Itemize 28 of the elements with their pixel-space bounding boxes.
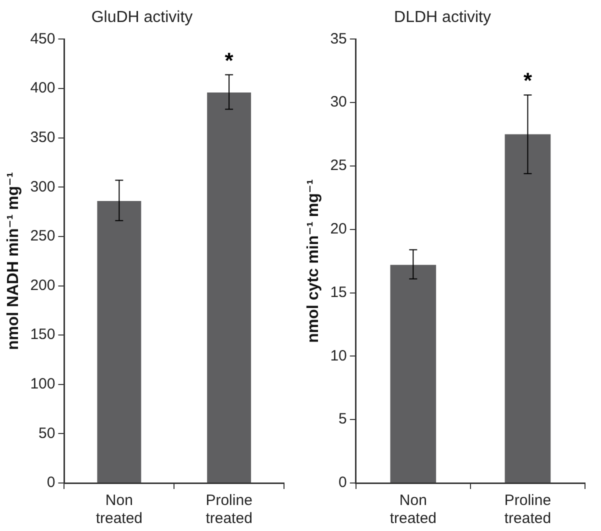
y-axis-title: nmol NADH min⁻¹ mg⁻¹ xyxy=(5,172,22,350)
y-tick-label: 300 xyxy=(30,178,56,196)
x-tick-label: Proline treated xyxy=(504,492,552,528)
y-tick-label: 200 xyxy=(30,276,56,294)
annotation: * xyxy=(523,68,532,94)
x-tick-label: Proline treated xyxy=(206,492,252,528)
y-tick-label: 20 xyxy=(330,220,347,238)
y-tick-label: 350 xyxy=(30,128,56,146)
chart-title: GluDH activity xyxy=(91,9,193,26)
x-tick-label: Non treated xyxy=(96,492,143,528)
y-tick-label: 250 xyxy=(30,228,56,245)
annotation: * xyxy=(224,48,234,73)
y-tick-label: 400 xyxy=(30,80,56,97)
y-axis-title: nmol cytc min⁻¹ mg⁻¹ xyxy=(305,179,322,343)
y-tick-label: 100 xyxy=(30,376,56,393)
y-tick-label: 35 xyxy=(330,30,347,48)
x-tick-label: Non treated xyxy=(390,492,437,528)
y-tick-label: 450 xyxy=(30,30,56,48)
chart-title: DLDH activity xyxy=(394,9,491,26)
y-tick-label: 25 xyxy=(330,157,347,174)
y-tick-label: 30 xyxy=(330,94,347,111)
y-tick-label: 10 xyxy=(330,347,347,364)
y-tick-label: 0 xyxy=(46,474,56,492)
y-tick-label: 150 xyxy=(30,326,56,344)
y-tick-label: 5 xyxy=(338,410,347,428)
y-tick-label: 50 xyxy=(38,424,56,442)
y-tick-label: 15 xyxy=(330,284,347,301)
y-tick-label: 0 xyxy=(338,474,347,492)
